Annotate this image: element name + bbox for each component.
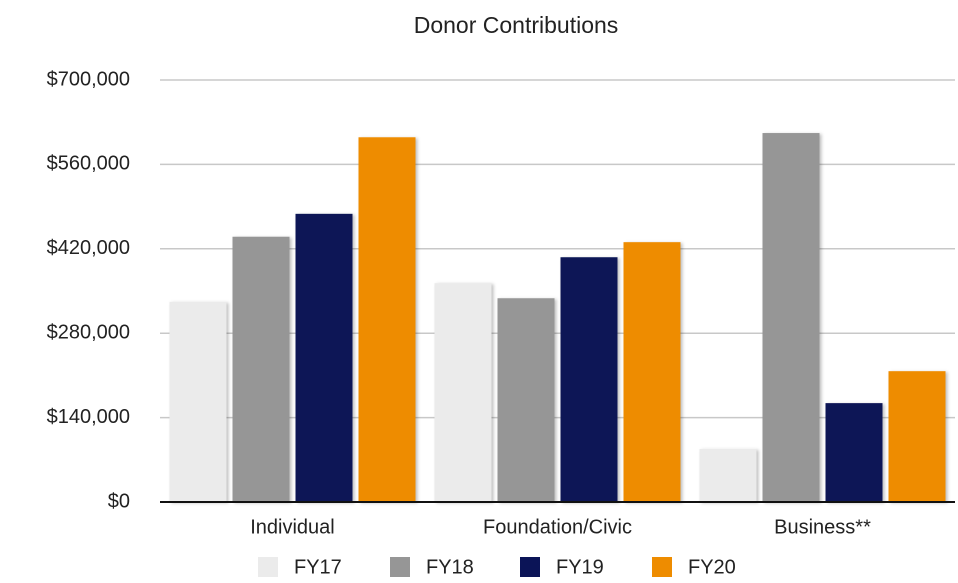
bar	[825, 403, 883, 502]
y-tick-label: $280,000	[47, 321, 130, 343]
legend-label: FY19	[556, 556, 604, 578]
legend-swatch	[520, 557, 540, 577]
x-tick-label: Business**	[774, 516, 871, 538]
bar	[762, 133, 820, 502]
y-tick-label: $700,000	[47, 68, 130, 90]
bar	[497, 298, 555, 502]
legend-swatch	[258, 557, 278, 577]
bar	[169, 301, 227, 502]
bar	[295, 213, 353, 502]
bar	[623, 242, 681, 502]
y-tick-label: $420,000	[47, 237, 130, 259]
legend-label: FY18	[426, 556, 474, 578]
bar	[699, 448, 757, 502]
legend-label: FY20	[688, 556, 736, 578]
y-tick-label: $140,000	[47, 406, 130, 428]
bar	[434, 283, 492, 502]
bar	[888, 371, 946, 502]
legend-label: FY17	[294, 556, 342, 578]
bar	[358, 137, 416, 502]
legend-swatch	[652, 557, 672, 577]
chart-title: Donor Contributions	[414, 12, 619, 38]
bar	[232, 236, 290, 502]
legend-swatch	[390, 557, 410, 577]
x-tick-label: Individual	[250, 516, 335, 538]
bar	[560, 257, 618, 502]
x-tick-label: Foundation/Civic	[483, 516, 632, 538]
y-tick-label: $560,000	[47, 153, 130, 175]
y-tick-label: $0	[108, 490, 130, 512]
